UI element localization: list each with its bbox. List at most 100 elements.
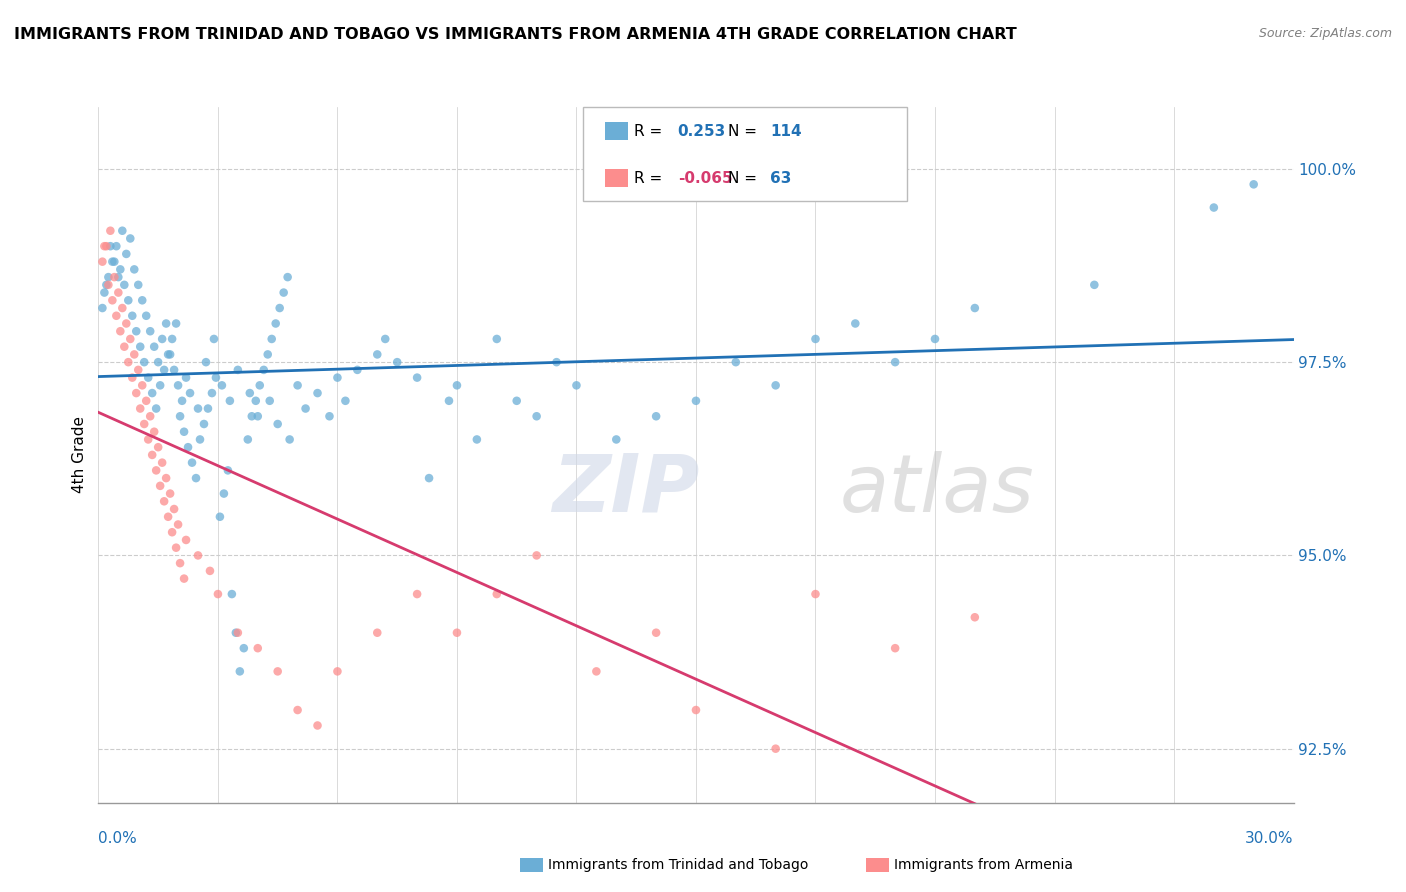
Point <box>418 471 440 485</box>
Text: Immigrants from Armenia: Immigrants from Armenia <box>894 858 1073 872</box>
Point <box>198 564 221 578</box>
Point <box>91 301 114 315</box>
Point <box>98 224 122 238</box>
Point <box>125 324 148 338</box>
Point <box>136 370 159 384</box>
Point <box>188 433 211 447</box>
Point <box>366 347 388 361</box>
Point <box>125 386 148 401</box>
Point <box>155 317 177 331</box>
Point <box>157 347 180 361</box>
Point <box>205 370 228 384</box>
Point <box>211 378 233 392</box>
Point <box>193 417 215 431</box>
Point <box>446 625 468 640</box>
Point <box>115 317 138 331</box>
Point <box>565 378 588 392</box>
Point <box>236 433 259 447</box>
Point <box>111 301 134 315</box>
Point <box>273 285 295 300</box>
Point <box>219 393 242 408</box>
Point <box>465 433 488 447</box>
Point <box>141 386 163 401</box>
Point <box>107 270 129 285</box>
Point <box>107 285 129 300</box>
Point <box>139 409 162 424</box>
Point <box>121 370 143 384</box>
Point <box>232 641 254 656</box>
Point <box>93 239 115 253</box>
Point <box>184 471 207 485</box>
Point <box>148 440 170 454</box>
Point <box>765 741 787 756</box>
Point <box>112 277 135 292</box>
Point <box>963 301 986 315</box>
Point <box>1202 201 1225 215</box>
Point <box>117 355 139 369</box>
Point <box>96 239 118 253</box>
Point <box>111 224 134 238</box>
Point <box>96 277 118 292</box>
Point <box>121 309 143 323</box>
Point <box>526 549 548 563</box>
Point <box>127 277 149 292</box>
Point <box>134 417 156 431</box>
Point <box>129 401 152 416</box>
Point <box>159 486 181 500</box>
Point <box>97 277 120 292</box>
Point <box>141 448 163 462</box>
Point <box>167 517 190 532</box>
Point <box>253 363 276 377</box>
Point <box>201 386 224 401</box>
Point <box>131 293 153 308</box>
Text: 0.253: 0.253 <box>678 124 725 138</box>
Point <box>437 393 460 408</box>
Point <box>1243 178 1265 192</box>
Text: Immigrants from Trinidad and Tobago: Immigrants from Trinidad and Tobago <box>548 858 808 872</box>
Point <box>143 425 166 439</box>
Y-axis label: 4th Grade: 4th Grade <box>72 417 87 493</box>
Point <box>131 378 153 392</box>
Point <box>318 409 340 424</box>
Point <box>406 587 429 601</box>
Point <box>103 270 125 285</box>
Point <box>165 541 187 555</box>
Point <box>226 625 249 640</box>
Point <box>115 247 138 261</box>
Point <box>103 254 125 268</box>
Point <box>294 401 316 416</box>
Point <box>112 340 135 354</box>
Point <box>287 703 309 717</box>
Point <box>136 433 159 447</box>
Point <box>173 572 195 586</box>
Point <box>105 239 128 253</box>
Point <box>101 254 124 268</box>
Point <box>135 309 157 323</box>
Point <box>1083 277 1105 292</box>
Point <box>259 393 281 408</box>
Point <box>240 409 263 424</box>
Point <box>546 355 568 369</box>
Text: R =: R = <box>634 171 662 186</box>
Point <box>124 347 146 361</box>
Point <box>110 262 132 277</box>
Point <box>221 587 243 601</box>
Point <box>212 486 235 500</box>
Point <box>269 301 291 315</box>
Text: atlas: atlas <box>839 450 1035 529</box>
Point <box>145 401 167 416</box>
Point <box>278 433 301 447</box>
Point <box>884 641 907 656</box>
Point <box>169 409 191 424</box>
Point <box>605 433 627 447</box>
Point <box>165 317 187 331</box>
Point <box>160 525 183 540</box>
Point <box>385 355 409 369</box>
Point <box>177 440 200 454</box>
Point <box>225 625 247 640</box>
Point <box>844 317 866 331</box>
Point <box>374 332 396 346</box>
Text: 63: 63 <box>770 171 792 186</box>
Point <box>101 293 124 308</box>
Text: ZIP: ZIP <box>553 450 700 529</box>
